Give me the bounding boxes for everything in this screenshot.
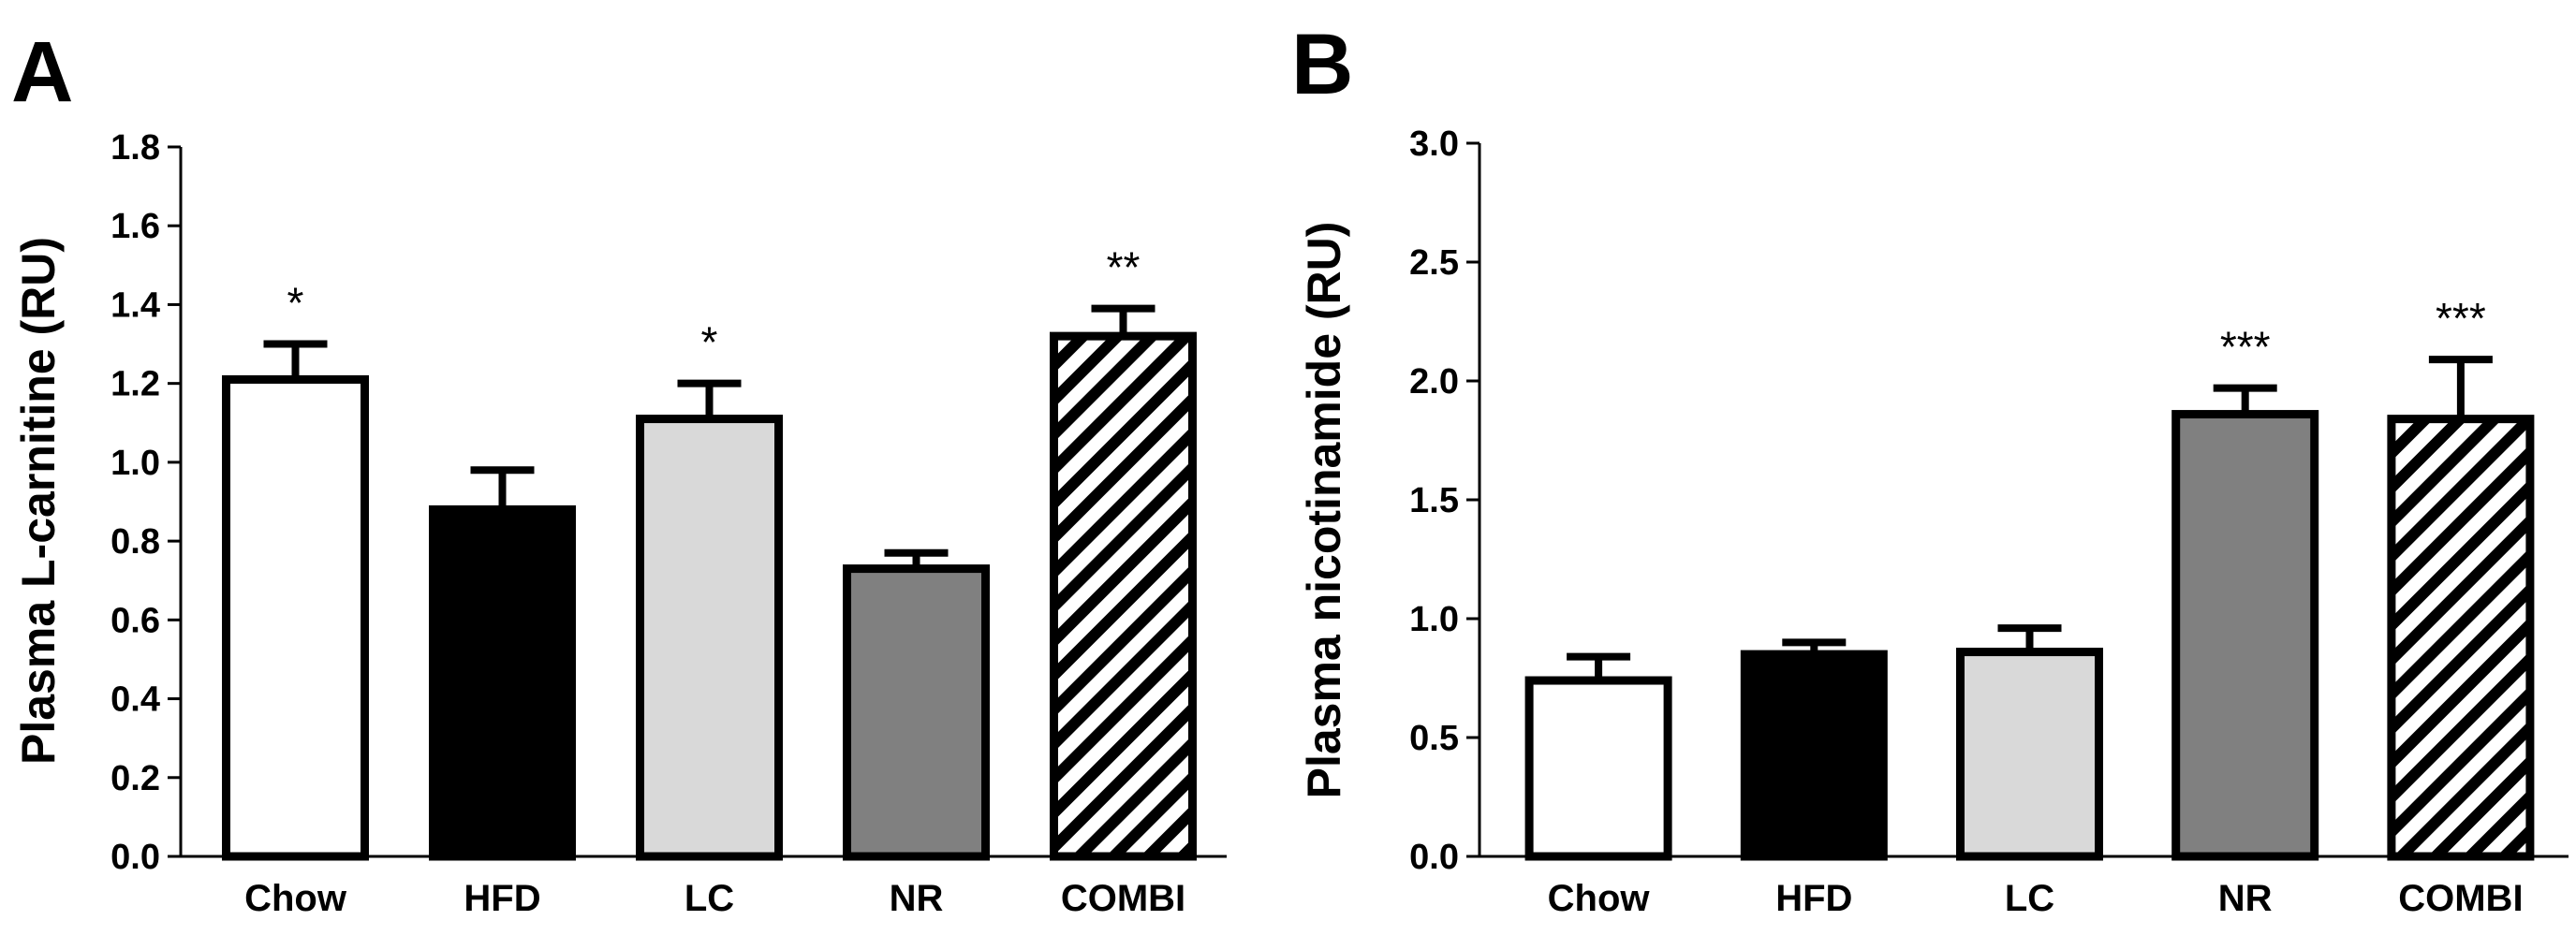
chart-b-svg: B Plasma nicotinamide (RU) 0.0 0.5 1.0 1.5 2… bbox=[1291, 17, 2569, 919]
y-tick-label: 0.4 bbox=[110, 680, 160, 720]
plot-area-a: 0.0 0.2 0.4 0.6 0.8 1.0 1.2 1.4 1.6 1.8 * Chow HFD * L… bbox=[110, 128, 1227, 919]
x-category-label-lc: LC bbox=[2005, 878, 2054, 919]
y-tick-label: 1.2 bbox=[110, 365, 160, 404]
y-tick-label: 2.0 bbox=[1409, 362, 1459, 402]
x-category-label-chow: Chow bbox=[244, 878, 347, 919]
bar-lc bbox=[1956, 648, 2103, 861]
plot-area-b: 0.0 0.5 1.0 1.5 2.0 2.5 3.0 Chow HFD LC *** NR *** CO… bbox=[1409, 124, 2569, 919]
y-tick-label: 1.4 bbox=[110, 285, 160, 325]
y-tick-label: 2.5 bbox=[1409, 243, 1459, 283]
x-category-label-combi: COMBI bbox=[2398, 878, 2523, 919]
x-category-label-combi: COMBI bbox=[1061, 878, 1185, 919]
bar-combi bbox=[2387, 415, 2535, 861]
bar-chow bbox=[222, 374, 369, 861]
panel-letter-b: B bbox=[1291, 17, 1353, 112]
chart-panel-a: A Plasma L-carnitine (RU) 0.0 0.2 0.4 0.6 0.… bbox=[0, 0, 1288, 945]
y-tick-label: 1.6 bbox=[110, 207, 160, 246]
panel-letter-a: A bbox=[11, 24, 73, 120]
y-tick-label: 0.5 bbox=[1409, 719, 1459, 758]
bar-chow bbox=[1524, 676, 1672, 861]
bar-lc bbox=[636, 415, 783, 861]
x-category-label-nr: NR bbox=[890, 878, 944, 919]
significance-marker-nr: *** bbox=[2220, 323, 2271, 372]
y-tick-label: 0.0 bbox=[110, 838, 160, 877]
bar-nr bbox=[2171, 410, 2319, 861]
x-category-label-lc: LC bbox=[684, 878, 734, 919]
x-category-label-nr: NR bbox=[2218, 878, 2273, 919]
x-category-label-hfd: HFD bbox=[1775, 878, 1852, 919]
bar-hfd bbox=[1740, 650, 1888, 861]
x-category-label-hfd: HFD bbox=[464, 878, 540, 919]
significance-marker-combi: ** bbox=[1107, 243, 1141, 292]
y-tick-label: 0.0 bbox=[1409, 838, 1459, 877]
y-tick-label: 1.8 bbox=[110, 128, 160, 168]
y-axis-label-b: Plasma nicotinamide (RU) bbox=[1298, 222, 1350, 799]
bar-hfd bbox=[429, 504, 576, 861]
y-tick-label: 0.2 bbox=[110, 759, 160, 798]
chart-a-svg: A Plasma L-carnitine (RU) 0.00.20.40.60.… bbox=[11, 24, 1227, 919]
y-tick-label: 0.8 bbox=[110, 522, 160, 562]
significance-marker-lc: * bbox=[701, 318, 718, 367]
y-axis-label-a: Plasma L-carnitine (RU) bbox=[12, 237, 65, 765]
y-tick-label: 1.5 bbox=[1409, 481, 1459, 520]
y-tick-label: 1.0 bbox=[1409, 600, 1459, 639]
y-tick-label: 1.0 bbox=[110, 444, 160, 483]
significance-marker-combi: *** bbox=[2436, 294, 2486, 343]
chart-panel-b: B Plasma nicotinamide (RU) 0.0 0.5 1.0 1.5 2… bbox=[1288, 0, 2575, 945]
significance-marker-chow: * bbox=[287, 279, 304, 328]
bar-combi bbox=[1050, 331, 1197, 861]
y-tick-label: 3.0 bbox=[1409, 124, 1459, 164]
y-tick-label: 0.6 bbox=[110, 601, 160, 640]
x-category-label-chow: Chow bbox=[1548, 878, 1651, 919]
bar-nr bbox=[843, 564, 990, 861]
